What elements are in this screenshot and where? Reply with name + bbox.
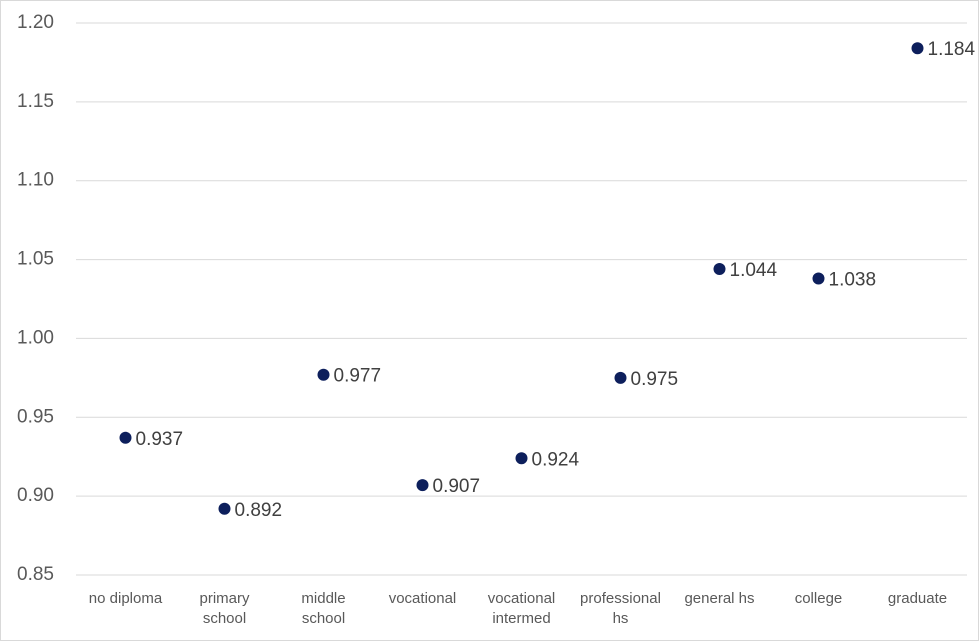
y-tick-label: 1.10 bbox=[17, 170, 54, 191]
dot bbox=[218, 502, 231, 515]
data-label: 0.892 bbox=[235, 500, 283, 521]
dot bbox=[812, 272, 825, 285]
data-label: 1.038 bbox=[829, 270, 877, 291]
data-label: 0.975 bbox=[631, 369, 679, 390]
dot bbox=[713, 263, 726, 276]
data-label: 0.977 bbox=[334, 366, 382, 387]
y-tick-label: 1.20 bbox=[17, 12, 54, 33]
dot bbox=[614, 371, 627, 384]
x-tick-label: vocational intermed bbox=[487, 590, 556, 627]
dot bbox=[416, 479, 429, 492]
data-label: 0.937 bbox=[136, 429, 184, 450]
y-tick-label: 1.15 bbox=[17, 91, 54, 112]
x-tick-label: no diploma bbox=[88, 590, 163, 607]
data-label: 1.044 bbox=[730, 260, 778, 281]
y-tick-label: 0.90 bbox=[17, 485, 54, 506]
x-tick-label: college bbox=[794, 590, 843, 607]
dot bbox=[515, 452, 528, 465]
y-tick-label: 1.05 bbox=[17, 249, 54, 270]
data-label: 0.924 bbox=[532, 449, 580, 470]
x-tick-label: graduate bbox=[887, 590, 948, 607]
x-tick-label: general hs bbox=[684, 590, 755, 607]
x-tick-label: primary school bbox=[199, 590, 250, 627]
x-tick-label: professional hs bbox=[580, 590, 661, 627]
y-tick-label: 1.00 bbox=[17, 327, 54, 348]
x-tick-label: vocational bbox=[388, 590, 457, 607]
y-tick-label: 0.95 bbox=[17, 406, 54, 427]
dot bbox=[317, 368, 330, 381]
y-tick-label: 0.85 bbox=[17, 564, 54, 585]
data-label: 1.184 bbox=[928, 39, 976, 60]
data-label: 0.907 bbox=[433, 476, 481, 497]
dot bbox=[911, 42, 924, 55]
x-tick-label: middle school bbox=[301, 590, 346, 627]
dot bbox=[119, 431, 132, 444]
